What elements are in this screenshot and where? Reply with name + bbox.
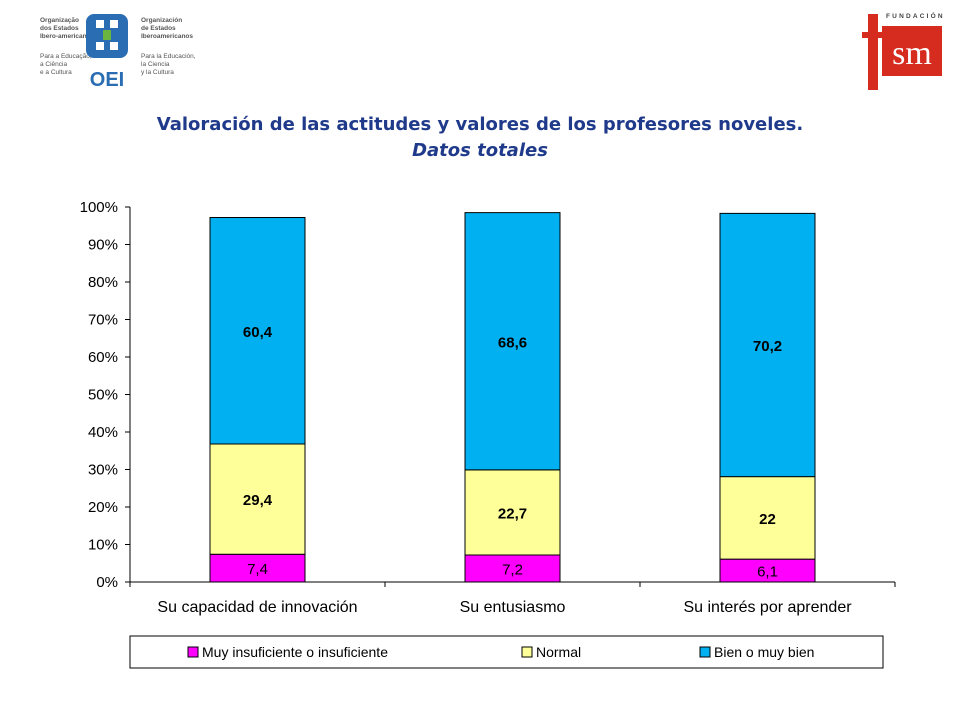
oei-left-line: Para a Educação, [40,53,92,60]
y-tick-label: 100% [80,199,118,216]
data-label: 68,6 [498,334,527,351]
oei-left-line: e a Cultura [40,69,72,76]
data-label: 70,2 [753,338,782,355]
bar-segment [464,469,561,556]
x-category-label: Su entusiasmo [460,599,566,616]
oei-left-line: a Ciência [40,61,67,68]
oei-right-line: de Estados [141,25,176,32]
y-tick-label: 80% [88,274,118,291]
y-tick-label: 10% [88,537,118,554]
bar-segment [209,443,306,555]
oei-left-line: dos Estados [40,25,79,32]
legend-label: Normal [536,644,581,660]
bar-segment [209,553,306,583]
legend-label: Bien o muy bien [714,644,814,660]
legend-swatch [521,646,533,658]
data-label: 6,1 [757,564,778,581]
oei-logo: Organização dos Estados Ibero-americanos… [40,14,196,91]
y-tick-label: 30% [88,462,118,479]
fsm-logo: FUNDACIÓN sm [862,11,945,90]
bar-segment [719,212,816,478]
oei-right-line: Organización [141,17,182,24]
legend-box [129,635,884,669]
legend-swatch [187,646,199,658]
oei-left-line: Ibero-americanos [40,33,95,40]
oei-emblem-icon [86,14,128,58]
x-category-label: Su interés por aprender [683,599,852,616]
data-label: 60,4 [243,324,273,341]
bar-segment [209,217,306,445]
oei-right-line: la Ciencia [141,61,170,68]
y-tick-label: 60% [88,349,118,366]
legend-label: Muy insuficiente o insuficiente [202,644,388,660]
oei-right-line: y la Cultura [141,69,174,76]
chart-subtitle: Datos totales [412,140,548,161]
fsm-top-text: FUNDACIÓN [886,11,945,20]
data-label: 7,4 [247,561,268,578]
chart-title: Valoración de las actitudes y valores de… [156,114,804,135]
y-tick-label: 70% [88,312,118,329]
oei-right-line: Iberoamericanos [141,33,193,40]
bar-segment [464,212,561,471]
legend-swatch [699,646,711,658]
oei-right-line: Para la Educación, [141,53,196,60]
y-tick-label: 50% [88,387,118,404]
bar-segment [464,554,561,583]
y-tick-label: 90% [88,237,118,254]
y-tick-label: 20% [88,499,118,516]
x-category-label: Su capacidad de innovación [157,599,357,616]
data-label: 22 [759,511,776,528]
data-label: 7,2 [502,562,523,579]
bar-segment [719,476,816,560]
data-label: 29,4 [243,492,273,509]
fsm-wordmark: sm [892,35,932,72]
oei-wordmark: OEI [90,69,124,91]
y-tick-label: 0% [96,574,118,591]
oei-left-line: Organização [40,17,79,24]
data-label: 22,7 [498,505,527,522]
y-tick-label: 40% [88,424,118,441]
